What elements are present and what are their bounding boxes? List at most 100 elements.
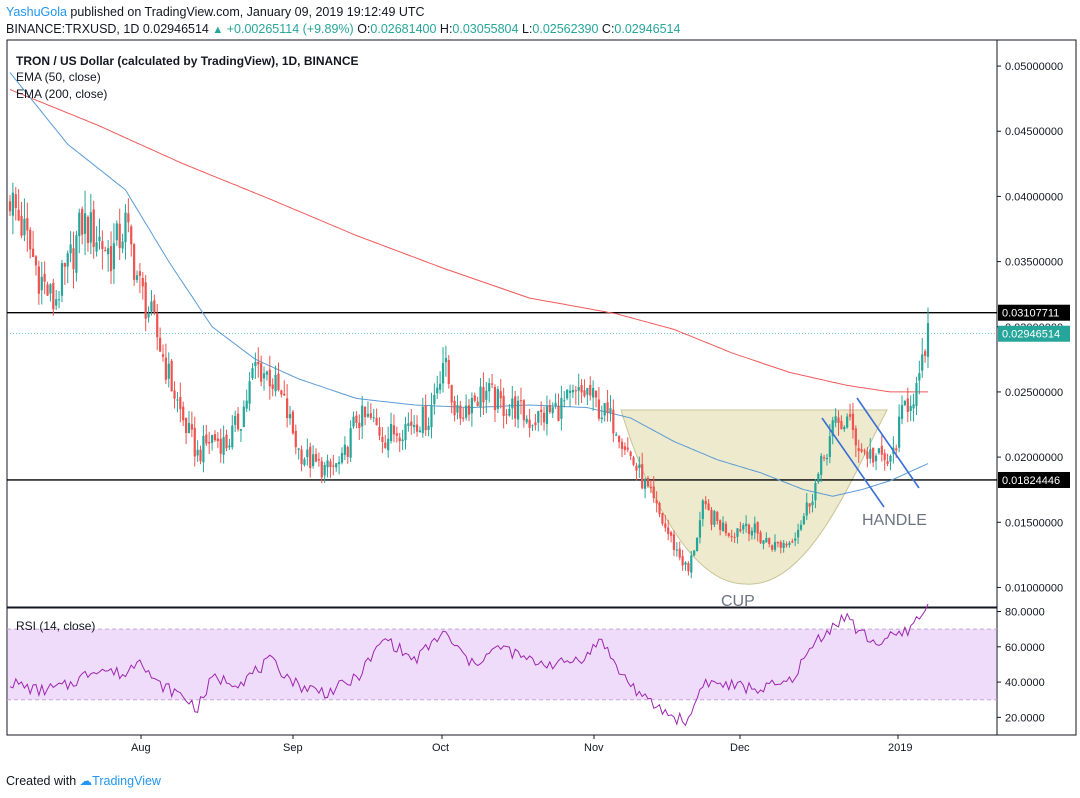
candle-body [395,433,398,436]
open-value: 0.02681400 [370,22,437,36]
candle-body [182,406,185,421]
candle-body [750,530,754,536]
candle-body [589,384,592,396]
candle-body [343,444,346,455]
candle-body [239,429,243,431]
candle-body [384,442,387,448]
candle-body [465,405,468,418]
candle-body [791,541,794,543]
publish-info: YashuGola published on TradingView.com, … [6,5,425,19]
time-tick-label: Dec [730,742,750,754]
author-name[interactable]: YashuGola [6,5,67,19]
candle-body [60,263,64,296]
candle-body [381,436,384,443]
candle-body [190,424,193,430]
candle-body [337,462,341,465]
ema50-legend[interactable]: EMA (50, close) [16,70,101,84]
candle-body [906,398,909,412]
candle-body [219,438,222,454]
candle-body [421,406,424,434]
candle-body [69,244,72,254]
level-price-label: 0.01824446 [1002,475,1060,487]
candle-body [742,524,745,530]
candle-body [678,548,681,558]
candle-body [66,253,69,267]
time-tick-label: Nov [584,742,604,754]
price-change: +0.00265114 (+9.89%) [226,22,354,36]
candle-body [889,455,892,462]
candle-body [473,395,476,401]
candle-body [372,417,375,419]
candle-body [375,417,378,425]
candle-body [615,434,618,436]
candle-body [669,532,673,536]
candle-body [121,241,124,249]
candle-body [150,301,153,312]
candle-body [785,544,788,546]
candle-body [271,384,274,389]
candle-body [11,192,14,216]
candle-body [436,387,439,394]
candle-body [424,405,427,431]
candle-body [926,323,930,357]
candle-body [222,437,225,455]
candle-body [664,523,667,528]
candle-body [257,361,260,365]
candle-body [352,416,355,427]
candle-body [410,421,413,426]
time-tick-label: Aug [131,742,151,754]
candle-body [482,387,485,403]
candle-body [658,503,661,515]
price-tick-label: 0.01500000 [1005,517,1063,529]
ema200-legend[interactable]: EMA (200, close) [16,87,108,101]
candle-body [433,394,436,405]
candle-body [779,541,782,548]
candle-body [825,457,829,460]
candle-body [747,524,751,535]
candle-body [580,384,583,393]
candle-body [490,383,494,385]
candle-body [323,464,326,476]
candle-body [921,354,924,371]
candle-body [586,388,589,395]
candle-body [716,512,719,521]
candle-body [280,390,283,395]
candle-body [170,360,173,392]
candle-body [89,212,92,243]
tradingview-logo-icon[interactable]: ☁ [79,774,93,788]
candle-body [693,550,696,556]
candle-body [312,454,315,467]
candle-body [771,545,774,550]
candle-body [745,523,748,527]
cup-pattern-shape [620,409,888,585]
candle-body [606,402,609,414]
candle-body [286,398,289,419]
candle-body [81,208,84,235]
candle-body [854,428,857,446]
created-with-text: Created with [6,774,77,788]
candle-body [880,445,883,455]
candle-body [525,418,528,423]
candle-body [820,455,823,475]
candle-body [450,384,453,403]
candle-body [762,540,765,544]
candle-body [505,414,508,416]
candle-body [912,404,915,409]
candle-body [768,538,771,545]
candle-body [828,436,831,457]
candle-body [528,419,531,428]
candle-body [643,479,647,489]
candle-body [101,241,104,249]
candle-body [413,424,416,428]
rsi-legend[interactable]: RSI (14, close) [16,619,96,633]
candle-body [46,284,49,296]
candle-body [848,414,852,417]
candle-body [687,563,690,572]
price-tick-label: 0.04000000 [1005,191,1063,203]
tradingview-brand[interactable]: TradingView [92,774,161,788]
candle-body [398,437,401,442]
candle-body [485,390,488,400]
candle-body [332,465,335,467]
candle-body [522,400,525,421]
